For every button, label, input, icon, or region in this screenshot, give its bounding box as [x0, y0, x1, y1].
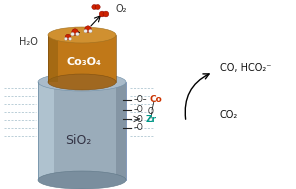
Text: –O: –O — [134, 123, 144, 132]
Ellipse shape — [84, 29, 87, 33]
Text: CO₂: CO₂ — [220, 110, 238, 120]
Ellipse shape — [103, 11, 109, 17]
Text: Zr: Zr — [146, 115, 157, 123]
Ellipse shape — [71, 32, 74, 36]
Polygon shape — [38, 82, 126, 180]
Ellipse shape — [69, 37, 72, 40]
Ellipse shape — [65, 34, 71, 40]
Text: CO, HCO₂⁻: CO, HCO₂⁻ — [220, 63, 271, 73]
Ellipse shape — [38, 73, 126, 91]
Ellipse shape — [48, 27, 116, 43]
Ellipse shape — [92, 5, 97, 9]
Text: Co: Co — [149, 95, 162, 105]
Text: Co₃O₄: Co₃O₄ — [67, 57, 102, 67]
Ellipse shape — [72, 29, 78, 35]
Polygon shape — [38, 82, 54, 180]
Ellipse shape — [89, 29, 92, 33]
Text: O: O — [148, 106, 154, 115]
Text: –O: –O — [134, 105, 144, 115]
Ellipse shape — [85, 26, 91, 32]
Text: SiO₂: SiO₂ — [65, 133, 91, 146]
Text: H₂O: H₂O — [19, 37, 37, 47]
Ellipse shape — [76, 32, 79, 36]
Ellipse shape — [95, 5, 100, 9]
Ellipse shape — [99, 11, 105, 17]
Text: O₂: O₂ — [116, 4, 128, 14]
Ellipse shape — [38, 171, 126, 189]
Text: –O: –O — [134, 115, 144, 123]
Polygon shape — [116, 82, 126, 180]
Polygon shape — [48, 35, 58, 82]
Ellipse shape — [64, 37, 67, 40]
Polygon shape — [48, 35, 116, 82]
Ellipse shape — [48, 74, 116, 90]
Text: –O–: –O– — [134, 95, 148, 105]
